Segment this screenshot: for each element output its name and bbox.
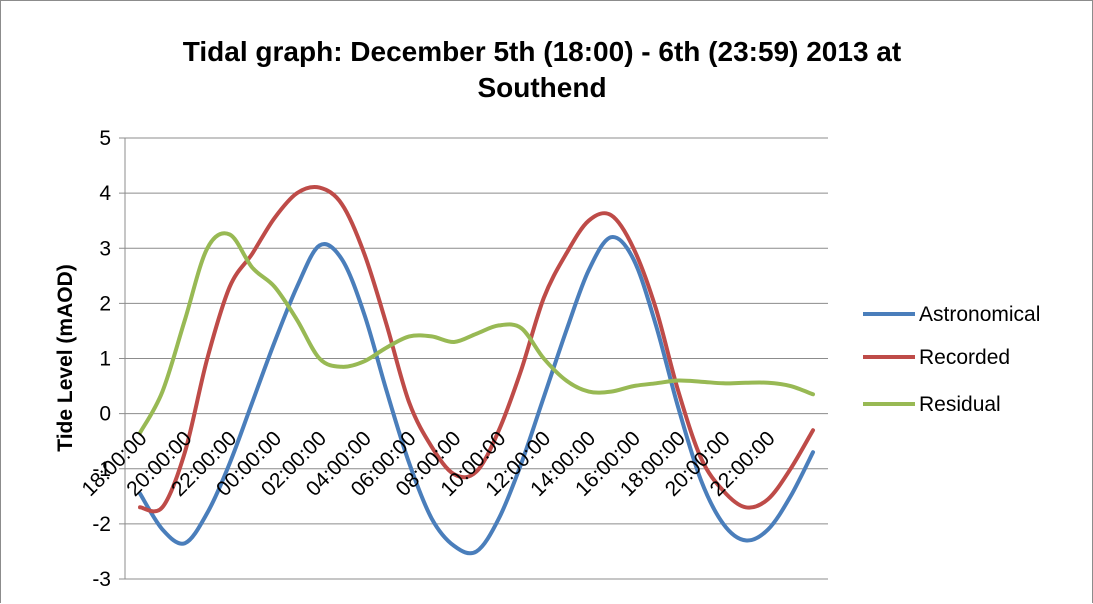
series-line-recorded	[138, 184, 815, 514]
legend: Astronomical Recorded Residual	[863, 303, 1040, 416]
series-line-residual	[138, 231, 815, 435]
y-tick-label-2: 3	[99, 237, 111, 260]
legend-label-residual: Residual	[919, 393, 1001, 416]
series-line-astronomical	[138, 235, 815, 556]
y-tick-label-0: 5	[99, 127, 111, 150]
y-axis-ticks: 5 4 3 2 1 0 -1 -2 -3	[92, 127, 111, 591]
y-tick-label-5: 0	[99, 403, 111, 426]
y-tick-label-6: -1	[92, 458, 111, 481]
y-tick-label-1: 4	[99, 182, 111, 205]
y-tick-label-7: -2	[92, 513, 111, 536]
chart-title-line-2: Southend	[477, 72, 606, 103]
y-tick-label-4: 1	[99, 348, 111, 371]
legend-label-astronomical: Astronomical	[919, 303, 1040, 326]
y-tick-label-3: 2	[99, 292, 111, 315]
legend-label-recorded: Recorded	[919, 346, 1010, 369]
y-axis-label: Tide Level (mAOD)	[54, 264, 77, 451]
gridlines	[119, 137, 828, 580]
series-lines	[138, 184, 815, 556]
y-tick-label-8: -3	[92, 568, 111, 591]
chart-title-line-1: Tidal graph: December 5th (18:00) - 6th …	[183, 36, 901, 67]
